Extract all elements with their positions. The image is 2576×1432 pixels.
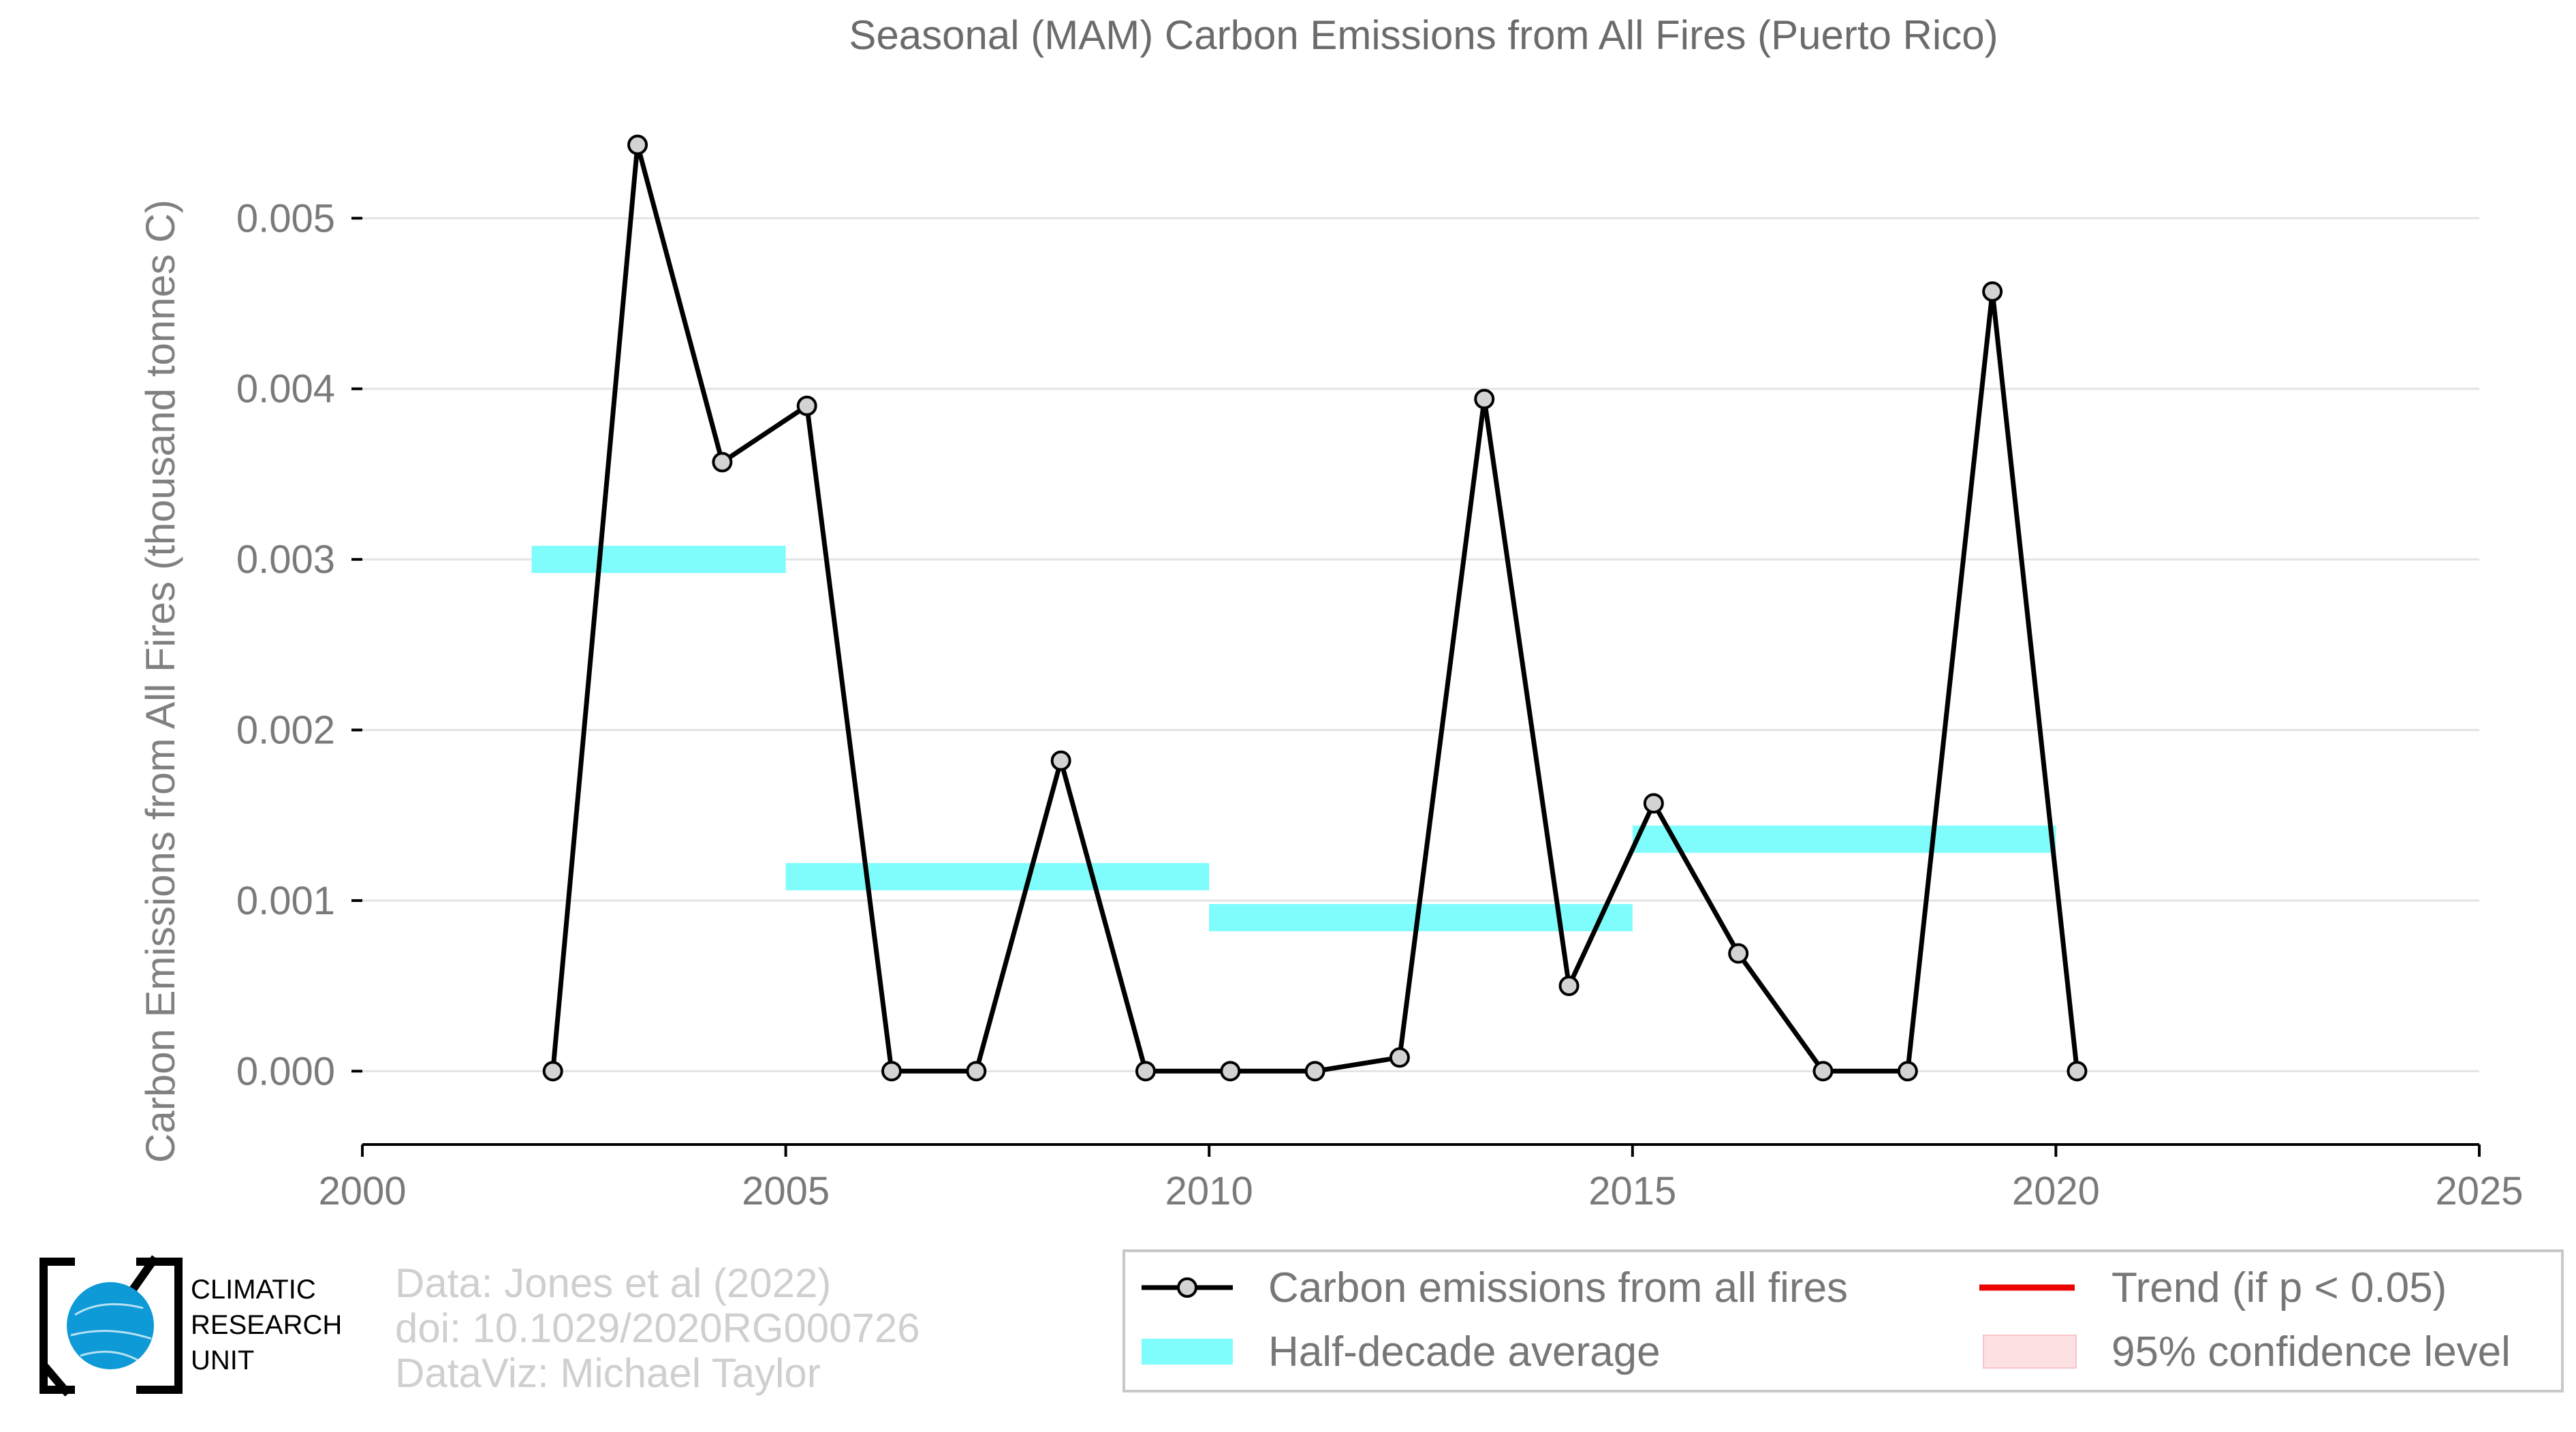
data-point: [966, 1061, 987, 1082]
y-axis-label: Carbon Emissions from All Fires (thousan…: [138, 200, 183, 1163]
y-tick-label: 0.002: [236, 709, 335, 753]
legend-label-trend: Trend (if p < 0.05): [2111, 1264, 2447, 1311]
data-point: [1982, 281, 2003, 302]
x-tick-label: 2025: [2435, 1169, 2523, 1213]
y-tick-label: 0.003: [236, 538, 335, 582]
credit-data-source: Data: Jones et al (2022): [395, 1260, 831, 1306]
data-point: [712, 452, 733, 473]
series-line: [550, 142, 2079, 1074]
credit-dataviz: DataViz: Michael Taylor: [395, 1350, 821, 1396]
data-point: [2067, 1061, 2088, 1082]
x-axis: 2000 2005 2010 2015 2020 2025: [318, 1143, 2524, 1213]
logo-frame-icon: [40, 1255, 183, 1397]
legend-confidence-swatch: [1983, 1335, 2077, 1369]
x-tick-label: 2015: [1588, 1169, 1676, 1213]
x-tick-label: 2000: [318, 1169, 406, 1213]
legend: Carbon emissions from all fires Trend (i…: [1122, 1249, 2564, 1392]
legend-frame: [1122, 1249, 2564, 1392]
data-point: [1304, 1061, 1325, 1082]
gridlines: 0.000 0.001 0.002 0.003 0.004 0.005: [236, 196, 2479, 1093]
legend-half-decade-swatch: [1142, 1339, 1233, 1365]
x-tick-label: 2005: [742, 1169, 830, 1213]
x-tick-label: 2010: [1165, 1169, 1253, 1213]
legend-label-series: Carbon emissions from all fires: [1268, 1264, 1848, 1311]
data-point: [542, 1061, 563, 1082]
data-point: [1728, 943, 1749, 964]
data-point: [1474, 388, 1495, 409]
data-point: [1389, 1047, 1410, 1068]
y-tick-label: 0.000: [236, 1049, 335, 1093]
globe-icon: [67, 1282, 154, 1369]
data-point: [1812, 1061, 1834, 1082]
x-tick-label: 2020: [2012, 1169, 2100, 1213]
logo-text-line3: UNIT: [191, 1345, 254, 1375]
data-point: [881, 1061, 902, 1082]
legend-label-confidence: 95% confidence level: [2111, 1328, 2511, 1375]
half-decade-bar: [785, 862, 1210, 890]
data-point: [627, 134, 648, 155]
data-point: [1897, 1061, 1918, 1082]
data-point: [1643, 793, 1664, 814]
half-decade-bars: [531, 546, 2056, 931]
y-tick-label: 0.005: [236, 196, 335, 240]
cru-logo: CLIMATIC RESEARCH UNIT: [40, 1255, 342, 1397]
credit-doi: doi: 10.1029/2020RG000726: [395, 1305, 920, 1351]
data-point: [1558, 976, 1580, 997]
data-point: [1135, 1061, 1156, 1082]
y-tick-label: 0.001: [236, 879, 335, 923]
data-point: [796, 395, 817, 416]
chart-title: Seasonal (MAM) Carbon Emissions from All…: [849, 12, 1998, 58]
logo-text-line2: RESEARCH: [191, 1310, 342, 1340]
data-point: [1050, 750, 1071, 771]
logo-text-line1: CLIMATIC: [191, 1275, 316, 1305]
half-decade-bar: [1632, 825, 2056, 853]
series-line-layer: [550, 142, 2079, 1074]
series-points: [542, 134, 2088, 1082]
legend-label-half-decade: Half-decade average: [1268, 1328, 1661, 1375]
legend-marker-swatch: [1177, 1277, 1197, 1298]
half-decade-bar: [531, 546, 786, 574]
data-point: [1220, 1061, 1241, 1082]
y-tick-label: 0.004: [236, 367, 335, 411]
